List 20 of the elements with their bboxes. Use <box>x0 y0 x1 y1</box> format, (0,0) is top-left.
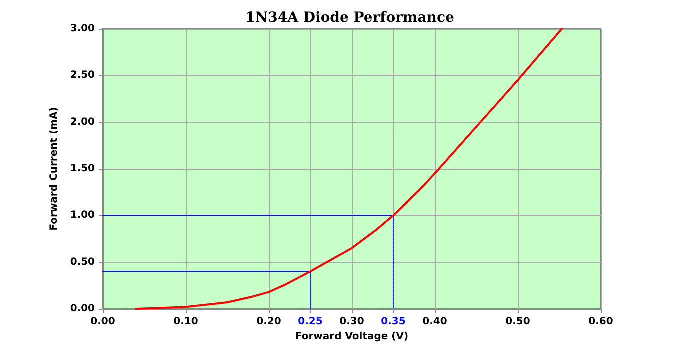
x-tick-label: 0.40 <box>422 316 448 328</box>
y-tick-label: 1.50 <box>70 164 96 174</box>
line-series <box>135 28 563 310</box>
y-tick-label: 3.00 <box>70 24 96 34</box>
x-tick-label: 0.35 <box>381 316 406 328</box>
y-tick-label: 0.00 <box>70 304 96 314</box>
x-tick-label: 0.00 <box>90 316 116 328</box>
y-tick-label: 0.50 <box>70 256 96 268</box>
y-axis-title: Forward Current (mA) <box>48 107 60 231</box>
chart-title: 1N34A Diode Performance <box>246 10 454 26</box>
y-tick-label: 1.00 <box>70 210 96 222</box>
x-tick-label: 0.10 <box>174 316 198 328</box>
x-tick-label: 0.50 <box>506 316 530 328</box>
y-tick-label: 2.50 <box>70 70 96 82</box>
y-tick-label: 2.00 <box>70 116 96 128</box>
x-tick-label: 0.20 <box>256 316 282 328</box>
x-tick-label: 0.30 <box>340 316 364 328</box>
x-axis-title: Forward Voltage (V) <box>295 331 409 342</box>
x-tick-label: 0.25 <box>298 316 323 328</box>
x-tick-label: 0.60 <box>588 316 614 328</box>
